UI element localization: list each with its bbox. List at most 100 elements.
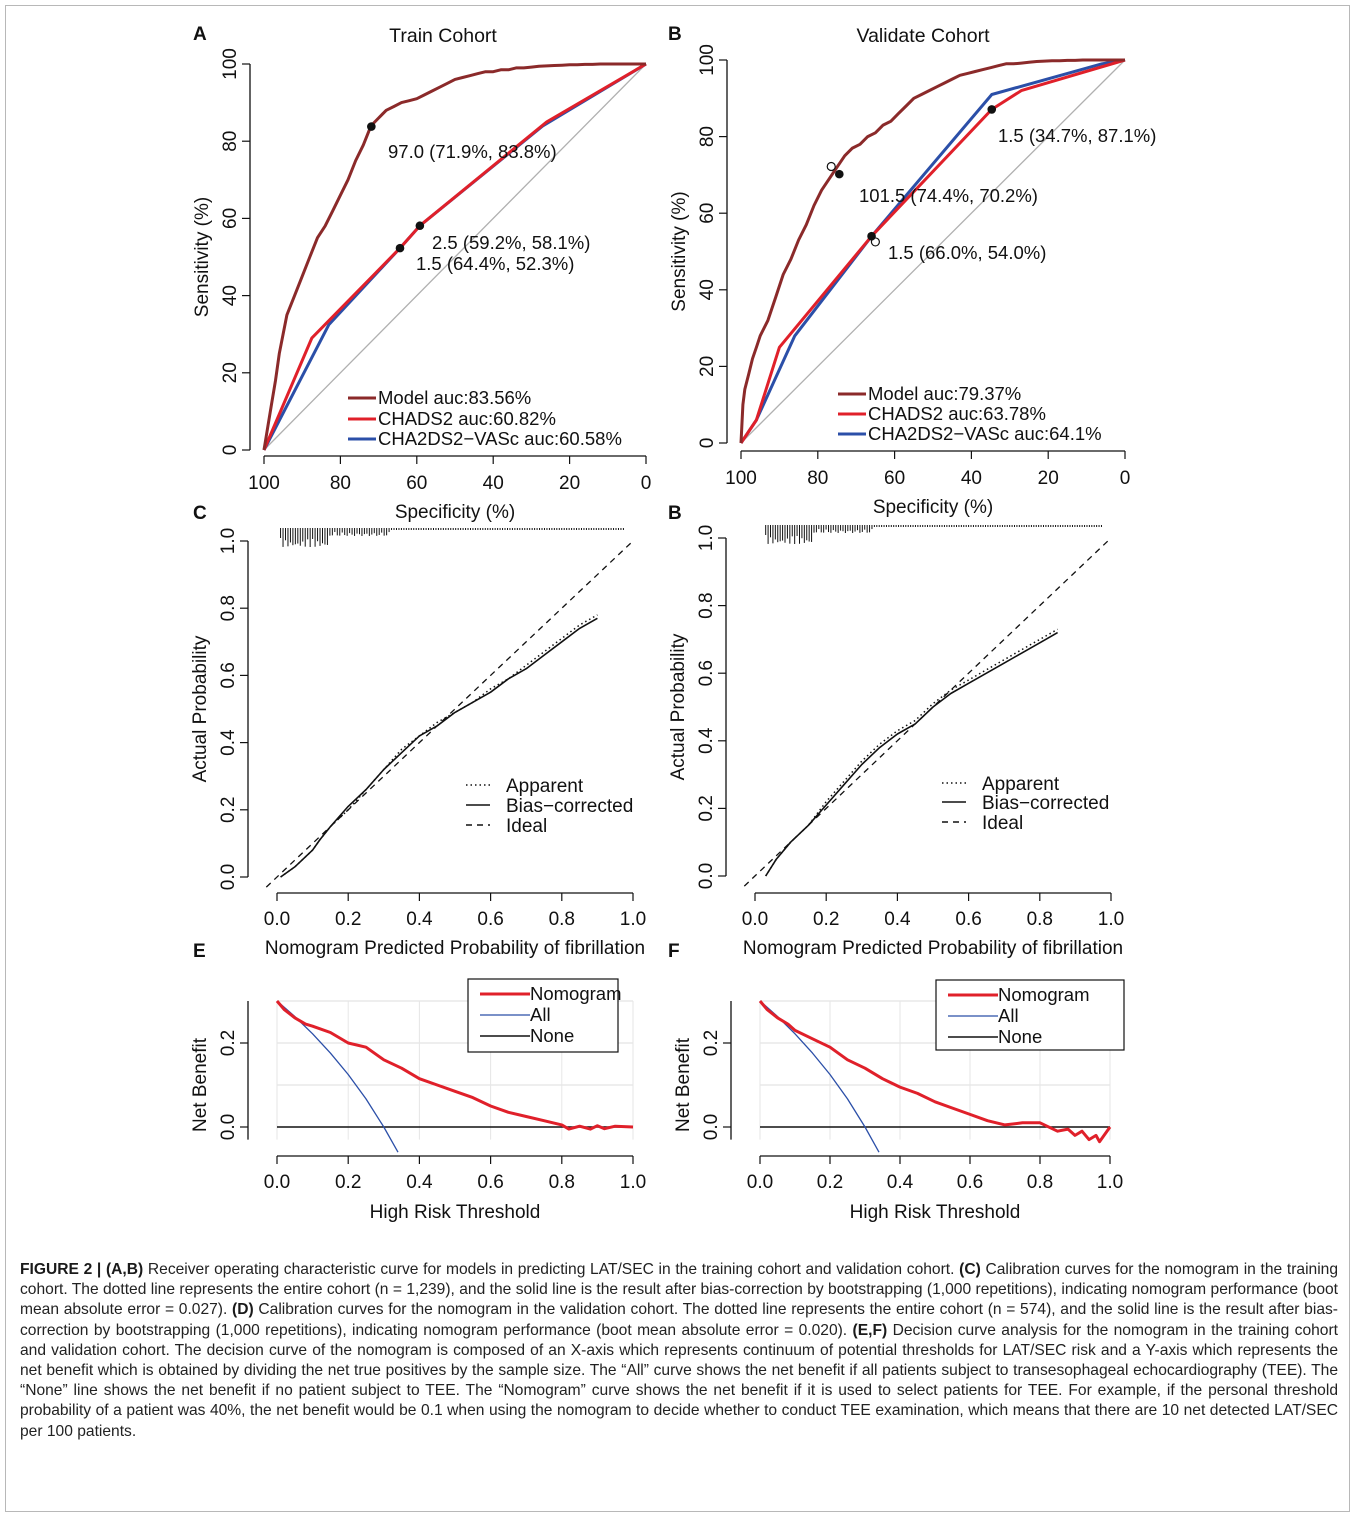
bias-corrected-line [765,631,1058,877]
y-tick-label: 0.6 [218,662,239,688]
panel-letter: A [193,24,207,45]
legend-label: All [998,1005,1019,1026]
x-tick-label: 80 [330,473,351,494]
threshold-point [395,243,405,253]
threshold-annotation: 1.5 (64.4%, 52.3%) [416,253,574,274]
x-tick-label: 80 [807,468,828,489]
threshold-annotation: 1.5 (34.7%, 87.1%) [998,125,1156,146]
x-axis-label: Specificity (%) [395,502,515,523]
x-tick-label: 20 [1038,468,1059,489]
model-roc-curve [739,58,1125,444]
x-tick-label: 0 [1120,468,1131,489]
figure-frame [5,5,1350,1512]
legend-label: Model auc:79.37% [868,383,1021,404]
y-tick-label: 0.6 [696,660,717,686]
y-tick-label: 0.0 [701,1114,722,1140]
legend-label: Nomogram [530,983,622,1004]
nomogram-curve [758,1000,1112,1144]
panel-letter: E [193,941,206,962]
y-tick-label: 0.8 [218,595,239,621]
ideal-line [265,540,634,888]
x-axis-label: High Risk Threshold [850,1202,1021,1223]
y-tick-label: 0.0 [218,864,239,890]
model-roc-curve [262,62,646,451]
panel-letter: F [668,941,680,962]
y-tick-label: 0.2 [218,797,239,823]
threshold-point [835,169,844,179]
threshold-annotation: 101.5 (74.4%, 70.2%) [859,185,1038,206]
x-axis-label: Nomogram Predicted Probability of fibril… [265,938,645,959]
caption-text: Calibration curves for the nomogram in t… [20,1261,1339,1319]
legend-label: Ideal [506,816,547,837]
panel-title: Train Cohort [389,25,497,47]
legend-label: None [530,1025,574,1046]
panel-title: Validate Cohort [857,25,991,47]
x-tick-label: 100 [248,473,280,494]
caption-label: (E,F) [852,1321,888,1339]
y-tick-label: 0.4 [218,729,239,756]
y-tick-label: 100 [697,44,718,76]
legend-label: None [998,1026,1042,1047]
threshold-annotation: 1.5 (66.0%, 54.0%) [888,242,1046,263]
y-tick-label: 0 [220,445,241,456]
y-tick-label: 40 [220,285,241,306]
chads2-roc-curve [262,62,647,451]
apparent-line [765,628,1058,877]
legend-label: CHA2DS2−VASc auc:60.58% [378,428,622,449]
x-tick-label: 0.2 [335,909,361,930]
figure-caption: FIGURE 2 | (A,B) Receiver operating char… [20,1260,1338,1442]
all-curve [276,1000,399,1153]
y-tick-label: 1.0 [218,528,239,554]
x-tick-label: 60 [406,473,427,494]
legend-label: Nomogram [998,984,1090,1005]
legend-label: Apparent [982,774,1060,795]
x-tick-label: 1.0 [620,909,646,930]
x-tick-label: 1.0 [620,1172,646,1193]
x-tick-label: 0.2 [335,1172,361,1193]
apparent-line [280,614,598,878]
x-axis-label: Specificity (%) [873,497,993,518]
y-axis-label: Net Benefit [190,1037,211,1132]
threshold-annotation: 97.0 (71.9%, 83.8%) [388,141,557,162]
panel-letter: B [668,24,682,45]
x-tick-label: 40 [961,468,982,489]
legend-label: Apparent [506,776,584,797]
x-tick-label: 0.2 [813,909,839,930]
x-axis-label: High Risk Threshold [370,1202,541,1223]
caption-text: Receiver operating characteristic curve … [143,1261,960,1278]
x-tick-label: 0.0 [742,909,768,930]
nomogram-curve [275,1000,634,1131]
legend-label: Model auc:83.56% [378,387,531,408]
y-tick-label: 60 [220,208,241,229]
all-curve [759,1000,880,1153]
threshold-point [415,221,425,231]
x-tick-label: 0.6 [957,1172,983,1193]
y-tick-label: 20 [697,356,718,377]
x-tick-label: 0.0 [264,1172,290,1193]
x-tick-label: 0 [641,473,652,494]
legend-label: Bias−corrected [982,793,1109,814]
y-axis-label: Sensitivity (%) [669,191,690,311]
x-tick-label: 0.8 [549,1172,575,1193]
x-tick-label: 0.8 [1027,909,1053,930]
caption-label: (D) [232,1301,254,1319]
y-tick-label: 100 [220,48,241,80]
y-tick-label: 0.2 [696,795,717,821]
x-tick-label: 0.4 [406,909,433,930]
y-tick-label: 0.0 [696,863,717,889]
caption-text: Decision curve analysis for the nomogram… [20,1321,1338,1440]
bias-corrected-line [280,617,598,878]
x-tick-label: 0.6 [955,909,981,930]
caption-label: (C) [959,1261,981,1278]
y-tick-label: 1.0 [696,525,717,551]
y-tick-label: 0.2 [701,1030,722,1056]
legend-label: CHADS2 auc:60.82% [378,408,556,429]
x-tick-label: 0.4 [887,1172,914,1193]
x-tick-label: 1.0 [1097,1172,1123,1193]
y-axis-label: Actual Probability [190,635,211,782]
y-tick-label: 80 [697,126,718,147]
threshold-point [987,105,997,114]
reference-diagonal [740,59,1126,444]
legend-label: CHA2DS2−VASc auc:64.1% [868,423,1102,444]
y-tick-label: 0.2 [218,1030,239,1056]
